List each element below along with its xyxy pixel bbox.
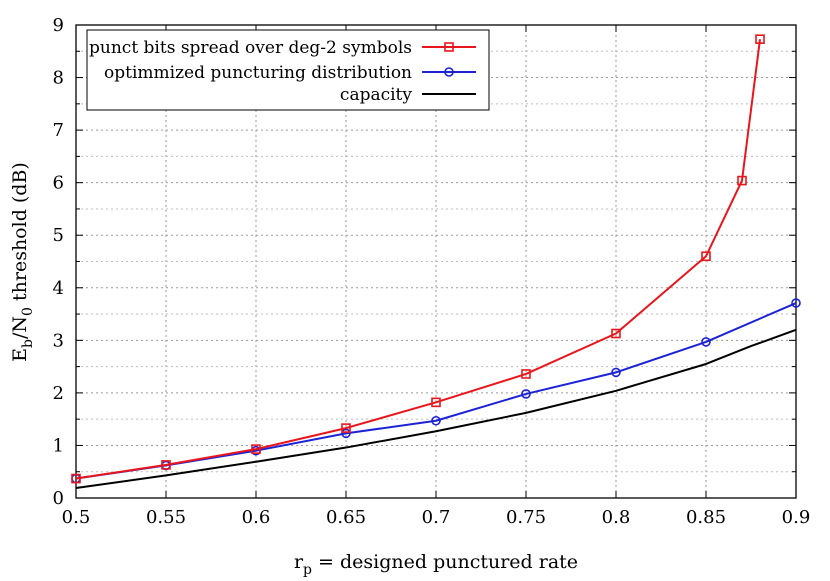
ticks: 0.5 0.55 0.6 0.65 0.7 0.75 0.8 0.85 0.9 0 1 2 3 4 5 6 7 8… — [53, 15, 811, 528]
y-tick-label: 4 — [53, 278, 64, 299]
data-point — [341, 423, 351, 433]
data-point — [431, 415, 441, 426]
series-2 — [75, 328, 797, 490]
data-point — [341, 428, 351, 439]
legend-box — [86, 29, 490, 111]
data-point — [521, 369, 531, 379]
series-line — [75, 328, 797, 490]
y-tick-label: 5 — [53, 225, 64, 246]
legend-swatches — [422, 42, 476, 95]
y-tick-label: 8 — [53, 68, 64, 89]
y-tick-label: 1 — [53, 435, 64, 456]
series-line — [75, 39, 761, 480]
x-tick-label: 0.75 — [506, 507, 546, 528]
y-axis-label: Eb/N0 threshold (dB) — [9, 162, 36, 362]
y-tick-label: 6 — [53, 173, 64, 194]
legend-label-0: punct bits spread over deg-2 symbols — [89, 38, 412, 58]
x-tick-label: 0.5 — [62, 507, 91, 528]
y-tick-label: 0 — [53, 488, 64, 509]
data-point — [737, 175, 747, 186]
data-point — [431, 397, 441, 408]
series — [71, 34, 801, 490]
legend: punct bits spread over deg-2 symbols opt… — [86, 29, 490, 111]
legend-label-2: capacity — [340, 85, 412, 105]
x-tick-label: 0.65 — [326, 507, 366, 528]
x-tick-label: 0.8 — [602, 507, 631, 528]
data-point — [611, 367, 621, 378]
data-point — [251, 444, 261, 454]
y-tick-label: 3 — [53, 330, 64, 351]
data-point — [701, 251, 711, 262]
y-tick-label: 7 — [53, 120, 64, 141]
data-point — [161, 460, 171, 470]
data-point — [791, 298, 801, 308]
data-point — [71, 473, 81, 484]
data-point — [701, 337, 711, 347]
y-tick-label: 9 — [53, 15, 64, 36]
y-tick-label: 2 — [53, 383, 64, 404]
x-tick-label: 0.6 — [242, 507, 271, 528]
x-tick-label: 0.85 — [686, 507, 726, 528]
x-tick-label: 0.7 — [422, 507, 451, 528]
legend-swatch-marker — [444, 67, 454, 77]
legend-swatch-marker — [444, 42, 454, 52]
data-point — [611, 328, 621, 339]
x-tick-label: 0.9 — [782, 507, 811, 528]
legend-label-1: optimmized puncturing distribution — [104, 63, 412, 83]
x-tick-label: 0.55 — [146, 507, 186, 528]
series-0 — [71, 34, 765, 484]
data-point — [755, 34, 765, 44]
data-point — [521, 389, 531, 399]
x-axis-label: rp = designed punctured rate — [294, 551, 578, 578]
